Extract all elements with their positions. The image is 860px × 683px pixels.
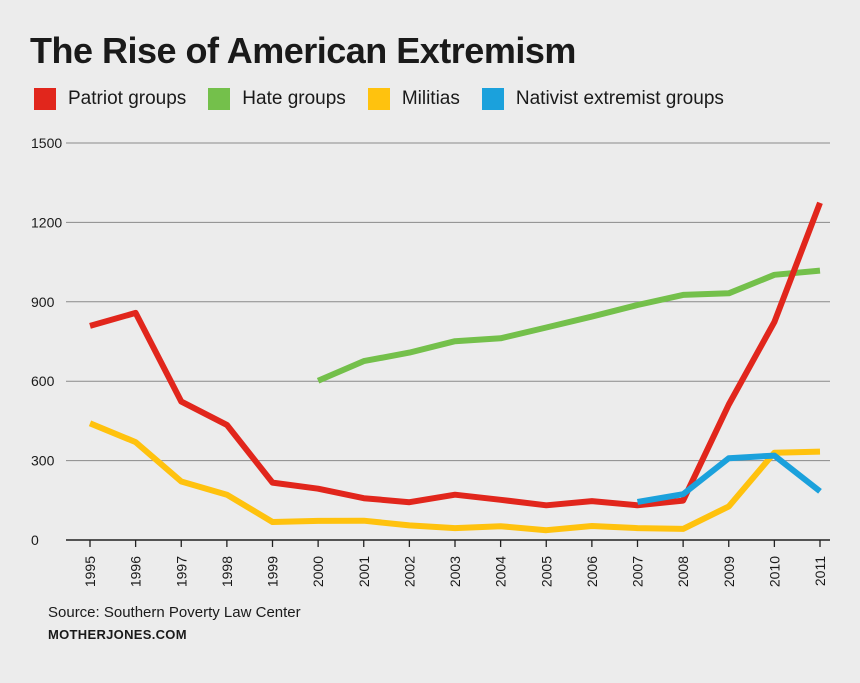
- source-note: Source: Southern Poverty Law Center: [48, 604, 301, 621]
- series-line-patriot-groups: [89, 201, 823, 509]
- legend-label-patriot: Patriot groups: [68, 88, 187, 109]
- y-tick-label: 0: [31, 532, 39, 548]
- y-tick-label: 1500: [31, 135, 62, 151]
- x-tick-label: 1999: [265, 556, 281, 587]
- legend-item-militias: Militias: [367, 88, 460, 110]
- chart-title: The Rise of American Extremism: [30, 30, 576, 71]
- legend-swatch-nativist: [481, 88, 504, 110]
- x-tick-label: 2005: [538, 556, 554, 587]
- legend-item-hate: Hate groups: [208, 88, 346, 110]
- x-tick-label: 2011: [812, 556, 828, 586]
- y-tick-label: 300: [31, 453, 55, 469]
- x-tick-label: 1998: [219, 556, 235, 587]
- x-tick-label: 2001: [356, 556, 372, 587]
- x-tick-label: 1995: [82, 556, 98, 587]
- x-tick-label: 2008: [675, 556, 691, 587]
- series-line-hate-groups: [316, 267, 821, 384]
- legend-label-nativist: Nativist extremist groups: [515, 88, 724, 109]
- x-tick-label: 2004: [493, 556, 509, 587]
- legend-item-nativist: Nativist extremist groups: [481, 88, 724, 110]
- y-tick-label: 900: [31, 294, 55, 310]
- legend-label-militias: Militias: [401, 88, 460, 109]
- x-tick-label: 1997: [173, 556, 189, 587]
- x-tick-label: 2002: [401, 556, 417, 587]
- x-tick-label: 2009: [721, 556, 737, 587]
- legend-swatch-militias: [367, 88, 390, 110]
- x-tick-label: 2003: [447, 556, 463, 587]
- credit-note: MOTHERJONES.COM: [48, 627, 187, 642]
- x-tick-label: 2006: [584, 556, 600, 587]
- y-tick-label: 600: [31, 373, 55, 389]
- legend-item-patriot: Patriot groups: [34, 88, 186, 110]
- x-tick-label: 2010: [766, 556, 782, 587]
- legend-swatch-patriot: [34, 88, 56, 110]
- x-tick-label: 2007: [630, 556, 646, 587]
- x-tick-label: 1996: [128, 556, 144, 587]
- x-tick-label: 2000: [310, 556, 326, 587]
- series-line-militias: [88, 420, 821, 534]
- legend: Patriot groups Hate groups Militias Nati…: [34, 88, 746, 110]
- legend-swatch-hate: [208, 88, 231, 110]
- series-line-nativist-extremist-groups: [637, 452, 822, 505]
- y-tick-label: 1200: [31, 214, 62, 230]
- legend-label-hate: Hate groups: [242, 88, 346, 109]
